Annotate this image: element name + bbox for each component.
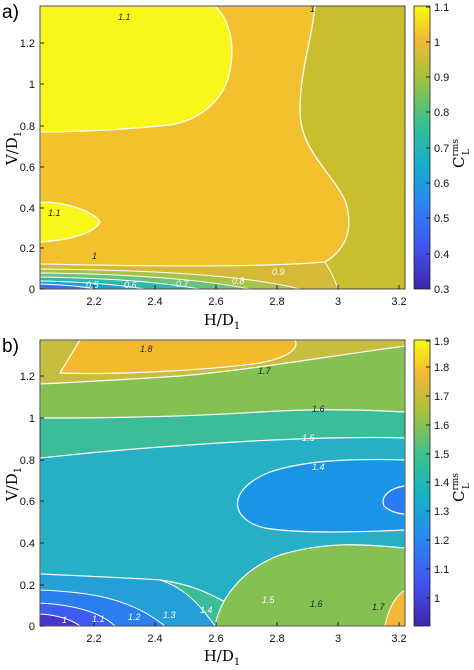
colorbar-tick-label: 0.7 <box>434 143 449 155</box>
contour-label: 1.3 <box>163 610 176 620</box>
contour-label: 0.8 <box>232 276 245 286</box>
colorbar-a: 0.3 0.4 0.5 0.6 0.7 0.8 0.9 1 1.1 CrmsL <box>413 2 472 296</box>
panel-a-contours: 1.1 1 1.1 1 0.9 0.8 0.7 0.6 0.5 <box>40 4 405 290</box>
contour-label: 1.5 <box>262 595 276 605</box>
colorbar-tick-label: 1.7 <box>434 391 449 403</box>
colorbar-tick-label: 1 <box>434 37 440 49</box>
y-tick-label: 1.2 <box>20 371 35 383</box>
panel-b-contours: 1.8 1.7 1.6 1.5 1.4 1.6 1.7 1.5 1.4 1.3 … <box>40 340 405 626</box>
contour-label: 1.7 <box>258 366 272 376</box>
x-tick-label: 2.2 <box>86 633 101 645</box>
colorbar-b: 1 1.1 1.2 1.3 1.4 1.5 1.6 1.7 1.8 1.9 Cr… <box>413 336 472 627</box>
panel-b-frame <box>39 339 406 627</box>
panel-b-band-1-0 <box>40 613 81 626</box>
panel-a-label: a) <box>2 2 19 23</box>
y-tick-label: 0.6 <box>20 496 35 508</box>
colorbar-tick-label: 1.4 <box>434 477 449 489</box>
contour-label: 0.6 <box>124 280 137 290</box>
colorbar-tick-label: 1.3 <box>434 506 449 518</box>
contour-label: 1.2 <box>128 612 141 622</box>
panel-b-y-axis: 0 0.2 0.4 0.6 0.8 1 1.2 <box>20 371 44 633</box>
colorbar-title: CrmsL <box>450 139 472 168</box>
panel-a-y-axis: 0 0.2 0.4 0.6 0.8 1 1.2 <box>20 38 44 296</box>
contour-label: 1.6 <box>310 599 323 609</box>
panel-a-x-axis: 2.2 2.4 2.6 2.8 3 3.2 <box>86 285 407 308</box>
panel-b-band-1-4 <box>237 458 405 533</box>
colorbar-tick-label: 0.6 <box>434 178 449 190</box>
x-tick-label: 3.2 <box>391 296 406 308</box>
x-tick-label: 2.2 <box>86 296 101 308</box>
y-tick-label: 1 <box>29 79 35 91</box>
y-tick-label: 0.4 <box>20 538 35 550</box>
y-tick-label: 0.2 <box>20 243 35 255</box>
panel-a-region-1-1-top <box>40 6 233 133</box>
panel-b-x-axis: 2.2 2.4 2.6 2.8 3 3.2 <box>86 622 407 645</box>
panel-a-frame <box>39 5 406 290</box>
panel-a: 1.1 1 1.1 1 0.9 0.8 0.7 0.6 0.5 0 0.2 0.… <box>2 2 472 332</box>
x-axis-title: H/D1 <box>204 647 241 666</box>
colorbar-tick-label: 0.9 <box>434 72 449 84</box>
x-tick-label: 2.8 <box>269 296 284 308</box>
y-axis-title: V/D1 <box>3 131 24 166</box>
colorbar-title: CrmsL <box>450 473 472 502</box>
contour-label: 1 <box>62 615 67 625</box>
colorbar-tick-label: 0.3 <box>434 284 449 296</box>
y-tick-label: 1.2 <box>20 38 35 50</box>
panel-b-corner-yellow <box>384 589 405 626</box>
colorbar-tick-label: 1.2 <box>434 535 449 547</box>
x-axis-title: H/D1 <box>204 311 241 332</box>
x-tick-label: 3 <box>335 296 341 308</box>
x-tick-label: 2.6 <box>208 296 223 308</box>
colorbar-tick-label: 0.4 <box>434 249 449 261</box>
x-tick-label: 3 <box>335 633 341 645</box>
y-tick-label: 0.8 <box>20 455 35 467</box>
panel-b-low-green <box>214 544 405 626</box>
panel-a-band-0-4 <box>40 283 96 289</box>
colorbar-tick-label: 1 <box>434 593 440 605</box>
colorbar-tick-label: 1.9 <box>434 336 449 348</box>
contour-label: 0.5 <box>86 280 100 290</box>
colorbar-tick-label: 1.6 <box>434 420 449 432</box>
x-tick-label: 2.8 <box>269 633 284 645</box>
panel-a-region-1-1-low <box>40 201 101 243</box>
contour-label: 1.1 <box>118 12 131 22</box>
colorbar-tick-label: 1.1 <box>434 564 449 576</box>
contour-label: 1.4 <box>200 605 213 615</box>
y-tick-label: 1 <box>29 413 35 425</box>
panel-b-label: b) <box>2 336 19 357</box>
y-tick-label: 0.4 <box>20 203 35 215</box>
contour-label: 0.9 <box>272 267 285 277</box>
y-axis-title: V/D1 <box>3 467 24 502</box>
y-tick-label: 0.8 <box>20 121 35 133</box>
x-tick-label: 2.4 <box>147 633 162 645</box>
contour-label: 1 <box>92 251 97 261</box>
contour-label: 1.1 <box>48 208 61 218</box>
colorbar-tick-label: 0.8 <box>434 107 449 119</box>
colorbar-tick-label: 1.1 <box>434 2 449 14</box>
panel-b: 1.8 1.7 1.6 1.5 1.4 1.6 1.7 1.5 1.4 1.3 … <box>2 336 472 668</box>
contour-label: 1.5 <box>302 433 316 443</box>
contour-label: 1.4 <box>312 462 325 472</box>
contour-label: 0.7 <box>176 279 190 289</box>
colorbar-tick-label: 1.8 <box>434 362 449 374</box>
colorbar-tick-label: 1.5 <box>434 449 449 461</box>
x-tick-label: 3.2 <box>391 633 406 645</box>
contour-label: 1.6 <box>312 404 325 414</box>
colorbar-tick-label: 0.5 <box>434 213 449 225</box>
x-tick-label: 2.6 <box>208 633 223 645</box>
contour-label: 1 <box>310 4 315 14</box>
contour-label: 1.7 <box>372 602 386 612</box>
panel-b-band-1-8 <box>58 340 297 375</box>
panel-b-band-1-35 <box>382 485 405 515</box>
y-tick-label: 0 <box>29 621 35 633</box>
x-tick-label: 2.4 <box>147 296 162 308</box>
y-tick-label: 0.6 <box>20 162 35 174</box>
contour-label: 1.1 <box>92 614 105 624</box>
y-tick-label: 0.2 <box>20 580 35 592</box>
contour-label: 1.8 <box>140 344 153 354</box>
y-tick-label: 0 <box>29 284 35 296</box>
